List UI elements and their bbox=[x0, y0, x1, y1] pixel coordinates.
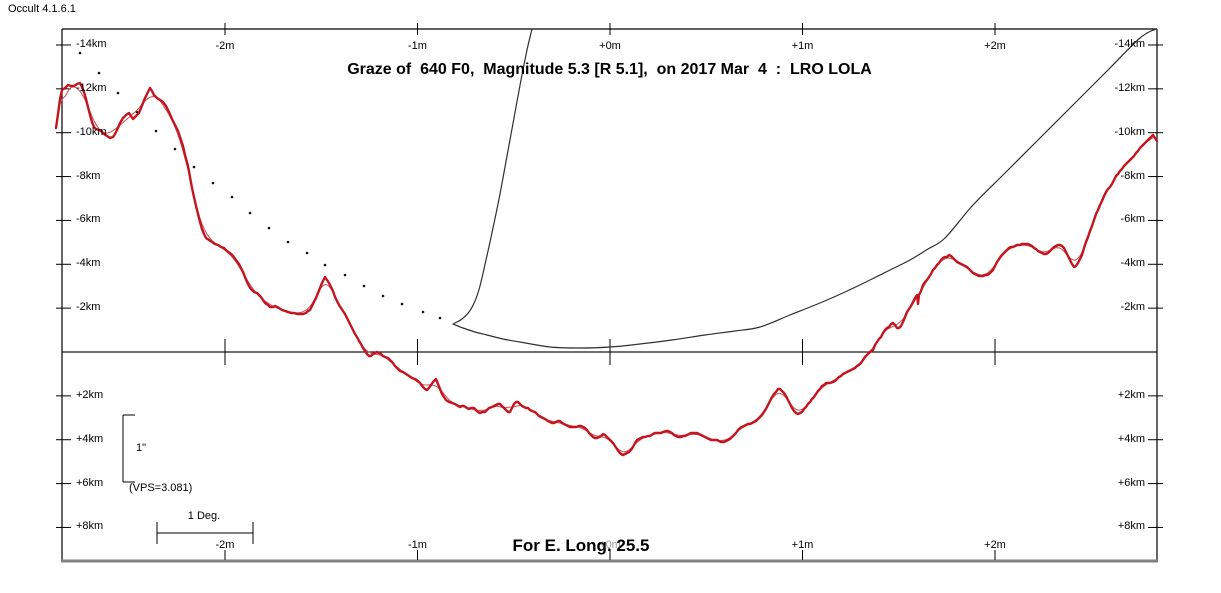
x-tick-label-bottom-3: +1m bbox=[791, 539, 814, 551]
mean-limb-dots-15 bbox=[362, 284, 366, 288]
y-tick-label-left-2: -10km bbox=[76, 125, 107, 138]
lower-limb-curve bbox=[452, 28, 1157, 349]
upper-limb-curve bbox=[452, 28, 533, 325]
y-tick-label-right-3: -8km bbox=[1120, 169, 1145, 182]
y-tick-label-left-1: -12km bbox=[76, 81, 107, 94]
x-tick-label-top-1: -1m bbox=[408, 40, 427, 52]
mean-limb-dots-9 bbox=[248, 211, 252, 215]
degree-scale-label: 1 Deg. bbox=[187, 510, 221, 522]
x-tick-label-bottom-4: +2m bbox=[984, 539, 1006, 551]
y-tick-label-right-6: -2km bbox=[1120, 301, 1145, 314]
y-tick-label-left-5: -4km bbox=[76, 257, 101, 270]
mean-limb-dots-4 bbox=[154, 129, 158, 133]
y-tick-label-left-10: +8km bbox=[76, 520, 104, 533]
y-tick-label-left-8: +4km bbox=[76, 432, 104, 445]
mean-limb-dots-14 bbox=[343, 273, 347, 277]
mean-limb-dots-2 bbox=[116, 91, 120, 95]
mean-limb-dots-6 bbox=[192, 165, 196, 169]
y-tick-label-left-7: +2km bbox=[76, 388, 104, 401]
y-tick-label-right-10: +8km bbox=[1117, 520, 1145, 533]
app-version-label: Occult 4.1.6.1 bbox=[8, 3, 76, 15]
vps-scale-label: (VPS=3.081) bbox=[129, 482, 193, 494]
observed-limb-profile bbox=[54, 81, 1159, 457]
x-tick-label-top-0: -2m bbox=[215, 40, 235, 52]
y-tick-label-right-9: +6km bbox=[1117, 476, 1145, 489]
y-tick-label-right-5: -4km bbox=[1120, 257, 1145, 270]
mean-limb-dots-11 bbox=[286, 240, 290, 244]
x-tick-label-bottom-0: -2m bbox=[215, 539, 235, 551]
y-tick-label-right-0: -14km bbox=[1114, 37, 1145, 50]
y-tick-label-right-7: +2km bbox=[1117, 388, 1145, 401]
x-tick-label-top-3: +1m bbox=[791, 40, 814, 52]
mean-limb-dots-8 bbox=[230, 195, 234, 199]
smoothed-limb-profile bbox=[59, 86, 1154, 453]
chart-title: Graze of 640 F0, Magnitude 5.3 [R 5.1], … bbox=[347, 61, 872, 78]
x-tick-label-top-2: +0m bbox=[599, 40, 621, 52]
mean-limb-dots-19 bbox=[438, 316, 442, 320]
mean-limb-dots-0 bbox=[78, 51, 82, 55]
mean-limb-dots-12 bbox=[305, 251, 309, 255]
mean-limb-dots-10 bbox=[267, 226, 271, 230]
y-tick-label-right-4: -6km bbox=[1120, 213, 1145, 226]
x-tick-label-bottom-2: +0m bbox=[599, 539, 621, 551]
arcsec-scale-label: 1" bbox=[136, 442, 147, 454]
y-tick-label-right-1: -12km bbox=[1114, 81, 1145, 94]
y-tick-label-left-6: -2km bbox=[76, 301, 101, 314]
mean-limb-dots-17 bbox=[400, 302, 404, 306]
y-tick-label-right-8: +4km bbox=[1117, 432, 1145, 445]
mean-limb-dots-13 bbox=[323, 263, 327, 267]
y-tick-label-right-2: -10km bbox=[1114, 125, 1145, 138]
y-tick-label-left-3: -8km bbox=[76, 169, 101, 182]
mean-limb-dots-5 bbox=[173, 147, 177, 151]
mean-limb-dots-16 bbox=[381, 294, 385, 298]
mean-limb-dots-1 bbox=[97, 71, 101, 75]
x-tick-label-bottom-1: -1m bbox=[408, 539, 427, 551]
mean-limb-dots-18 bbox=[421, 310, 425, 314]
mean-limb-dots-7 bbox=[211, 181, 215, 185]
y-tick-label-left-0: -14km bbox=[76, 37, 107, 50]
y-tick-label-left-4: -6km bbox=[76, 213, 101, 226]
y-tick-label-left-9: +6km bbox=[76, 476, 104, 489]
x-tick-label-top-4: +2m bbox=[984, 40, 1006, 52]
footer-longitude-label: For E. Long. 25.5 bbox=[512, 536, 650, 555]
